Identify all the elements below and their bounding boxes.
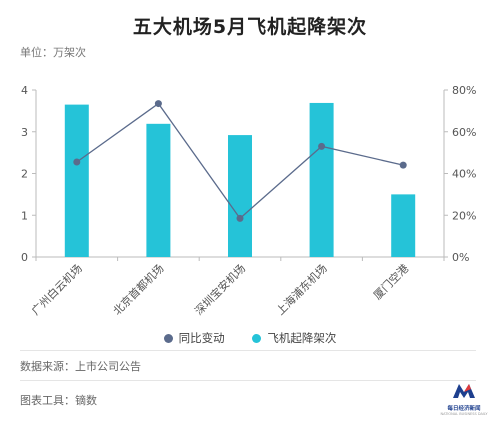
y-right-tick-label: 40%	[452, 168, 476, 181]
y-right-tick-label: 20%	[452, 209, 476, 222]
legend-item-line: 同比变动	[163, 330, 225, 346]
x-tick-label: 厦门空港	[370, 261, 411, 302]
legend-bar-marker	[252, 333, 262, 343]
x-tick-label: 上海浦东机场	[273, 261, 330, 318]
logo-text: 每日经济新闻	[447, 406, 481, 412]
y-left-tick-label: 3	[21, 126, 28, 139]
yoy-point-3	[236, 214, 244, 222]
yoy-point-1	[73, 158, 81, 166]
unit-label: 单位：万架次	[20, 46, 86, 59]
bar-3	[228, 135, 252, 257]
divider-bottom	[20, 380, 476, 381]
bar-5	[391, 194, 416, 257]
legend: 同比变动 飞机起降架次	[0, 330, 500, 346]
y-left-tick-label: 0	[21, 251, 28, 264]
y-left-tick-label: 2	[21, 168, 28, 181]
y-right-tick-label: 0%	[452, 251, 469, 264]
divider-top	[20, 350, 476, 351]
bar-1	[64, 104, 89, 257]
legend-line-label: 同比变动	[178, 331, 225, 345]
chart-title: 五大机场5月飞机起降架次	[132, 16, 368, 38]
legend-item-bar: 飞机起降架次	[252, 330, 336, 346]
yoy-point-2	[154, 100, 162, 108]
bar-4	[309, 102, 334, 257]
y-left-tick-label: 1	[21, 209, 28, 222]
legend-line-marker	[163, 333, 173, 343]
bar-2	[146, 123, 171, 257]
yoy-point-5	[399, 161, 407, 169]
legend-bar-label: 飞机起降架次	[267, 331, 337, 345]
logo-mark-icon	[453, 384, 475, 398]
logo-subtext: NATIONAL BUSINESS DAILY	[440, 412, 488, 416]
y-right-tick-label: 80%	[452, 84, 476, 97]
x-tick-label: 北京首都机场	[110, 261, 167, 318]
publisher-logo: 每日经济新闻 NATIONAL BUSINESS DAILY	[436, 382, 492, 416]
yoy-point-4	[318, 142, 326, 150]
y-right-tick-label: 60%	[452, 126, 476, 139]
x-tick-label: 深圳宝安机场	[192, 261, 249, 318]
x-tick-label: 广州白云机场	[28, 261, 85, 318]
y-left-tick-label: 4	[21, 84, 28, 97]
source-note: 数据来源：上市公司公告	[20, 360, 141, 373]
tool-note: 图表工具：镝数	[20, 394, 97, 407]
